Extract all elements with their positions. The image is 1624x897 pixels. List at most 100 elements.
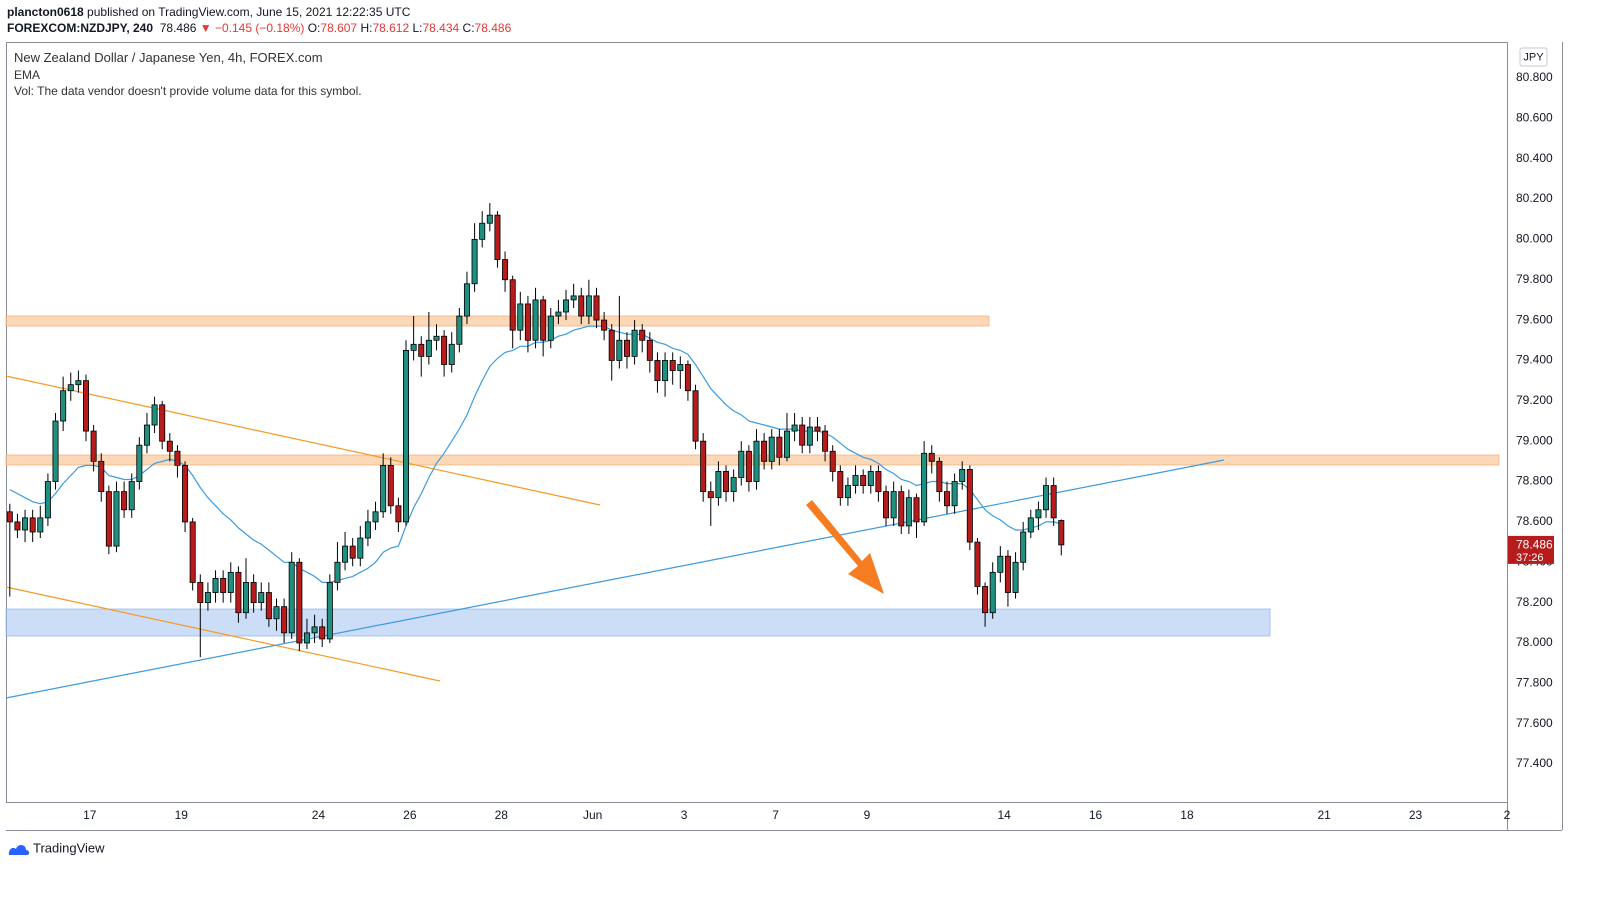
x-tick-label: 16 [1089,808,1103,822]
candle-body [159,404,166,442]
published-text: published on TradingView.com, June 15, 2… [87,5,411,19]
x-tick-label: 14 [997,808,1011,822]
y-tick-label: 80.600 [1516,110,1553,124]
ohlc-label: H: [360,21,373,35]
x-tick-label: 9 [864,808,871,822]
candle-body [197,582,204,604]
candle-body [166,440,173,452]
candle-body [860,475,867,486]
candle-body [121,491,128,511]
legend: New Zealand Dollar / Japanese Yen, 4h, F… [14,50,362,100]
candle-body [1027,517,1034,533]
publisher: plancton0618 [7,5,84,19]
countdown: 37:26 [1516,552,1544,564]
y-tick-label: 77.600 [1516,716,1553,730]
candle-body [791,424,798,432]
candle-body [631,329,638,357]
y-tick-label: 79.400 [1516,353,1553,367]
y-tick-label: 80.200 [1516,191,1553,205]
candle-body [387,464,394,507]
candle-body [128,481,135,511]
candle-body [654,360,661,382]
candle-body [761,440,768,462]
candle-body [555,311,562,317]
candle-body [220,577,227,593]
candle-body [433,335,440,341]
candle-body [395,505,402,523]
support-zone [5,608,1271,637]
y-tick-label: 78.200 [1516,595,1553,609]
candle-body [44,481,51,519]
y-tick-label: 79.200 [1516,393,1553,407]
logo: TradingView [8,840,105,855]
candle-body [448,343,455,365]
candle-body [151,404,158,426]
candle-body [90,430,97,462]
ohlc-value: 78.486 [474,21,512,35]
candle-body [83,380,90,432]
candle-body [867,471,874,486]
candle-body [471,238,478,285]
candle-body [250,582,257,604]
x-tick-label: 17 [83,808,97,822]
candle-body [578,295,585,317]
ohlc-value: 78.612 [372,21,410,35]
last-price-label: 78.486 [1516,538,1553,552]
candle-body [677,364,684,371]
candle-body [98,460,105,493]
candle-body [136,444,143,482]
candle-body [1050,485,1057,519]
candle-body [646,339,653,361]
x-tick-label: 7 [772,808,779,822]
candle-body [593,295,600,321]
candle-body [692,390,699,442]
y-tick-label: 80.400 [1516,151,1553,165]
ohlc-value: 78.607 [320,21,358,35]
candle-body [616,339,623,361]
last-price-box [1508,535,1554,564]
candle-body [570,295,577,301]
candle-body [669,360,676,371]
candle-body [608,329,615,361]
candle-body [303,632,310,644]
candle-body [783,430,790,458]
x-tick-label: 28 [495,808,509,822]
candle-body [502,259,509,281]
candle-body [37,517,44,533]
candle-body [182,464,189,523]
x-tick-label: 23 [1409,808,1423,822]
candle-body [943,491,950,507]
candle-body [745,450,752,482]
y-tick-label: 78.600 [1516,514,1553,528]
candle-body [296,561,303,644]
ema-line [9,325,1062,583]
candle-body [715,471,722,499]
y-tick-label: 80.800 [1516,70,1553,84]
candle-body [113,491,120,547]
currency: JPY [1523,51,1544,63]
candle-body [1004,555,1011,593]
x-tick-label: 19 [175,808,189,822]
candle-body [890,491,897,519]
x-tick-label: 26 [403,808,417,822]
candle-body [776,436,783,458]
y-tick-label: 79.000 [1516,433,1553,447]
candle-body [540,299,547,341]
candle-body [814,426,821,432]
trend-line [5,586,441,682]
brand: TradingView [33,840,105,855]
candle-body [806,426,813,446]
indicator: EMA [14,67,41,82]
candle-body [997,555,1004,573]
candle-body [639,329,646,341]
candle-body [265,592,272,620]
x-tick-label: 24 [312,808,326,822]
candle-body [60,390,67,422]
y-tick-label: 79.800 [1516,272,1553,286]
candle-body [563,299,570,313]
candle-body [6,511,13,523]
candle-body [52,420,59,482]
y-tick-label: 77.400 [1516,756,1553,770]
candle-body [1035,509,1042,519]
candle-body [623,339,630,357]
